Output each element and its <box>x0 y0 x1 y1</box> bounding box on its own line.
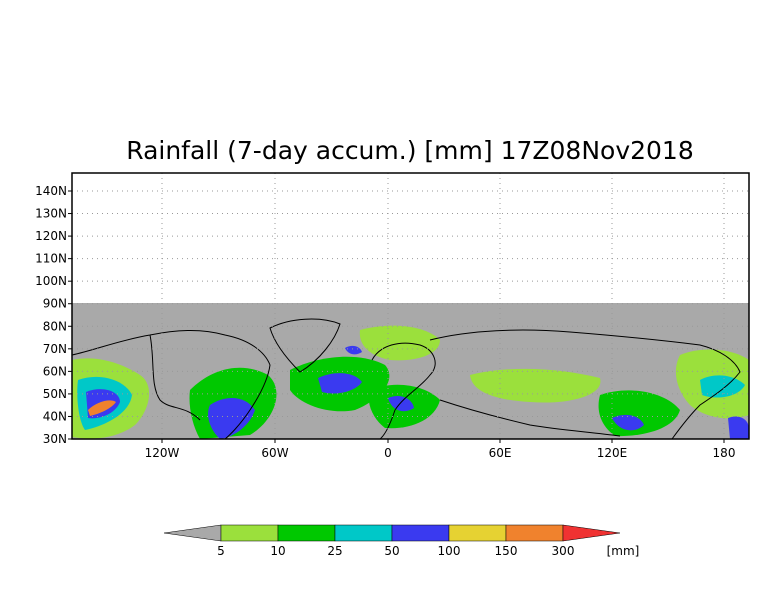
colorbar-high-arrow <box>562 524 621 542</box>
lat-label: 30N <box>43 432 67 446</box>
lat-label: 90N <box>43 297 67 311</box>
colorbar-label: 150 <box>495 544 518 558</box>
coast-north-america <box>71 329 271 440</box>
coast-asia-south <box>439 399 621 437</box>
coast-greenland <box>269 318 341 373</box>
colorbar-segment <box>391 524 450 542</box>
chart-title: Rainfall (7-day accum.) [mm] 17Z08Nov201… <box>126 136 694 165</box>
colorbar-low-arrow <box>163 524 222 542</box>
rain-east-us-heavy <box>208 398 255 439</box>
map-plot <box>71 172 750 440</box>
rain-east-asia-core <box>612 414 644 431</box>
colorbar-label: 300 <box>552 544 575 558</box>
latitude-labels: 140N 130N 120N 110N 100N 90N 80N 70N 60N 50N 40N 30… <box>35 184 72 446</box>
lat-label: 140N <box>35 184 67 198</box>
lat-label: 100N <box>35 274 67 288</box>
colorbar-unit: [mm] <box>607 544 640 558</box>
lon-label: 0 <box>384 446 392 460</box>
lat-label: 60N <box>43 364 67 378</box>
colorbar-segment <box>334 524 393 542</box>
colorbar-label: 5 <box>217 544 225 558</box>
lat-label: 80N <box>43 319 67 333</box>
coastlines <box>71 318 741 440</box>
lon-label: 120E <box>597 446 628 460</box>
lon-label: 60W <box>261 446 288 460</box>
rain-europe-core <box>388 396 414 412</box>
rain-iceland-core <box>345 345 362 355</box>
coast-asia <box>429 329 741 440</box>
rain-nw-pacific-tail <box>728 416 749 439</box>
coast-europe <box>371 342 436 440</box>
colorbar-label: 100 <box>438 544 461 558</box>
lat-label: 40N <box>43 409 67 423</box>
colorbar-label: 25 <box>327 544 342 558</box>
lat-label: 130N <box>35 207 67 221</box>
rain-north-pacific-core <box>700 375 745 398</box>
colorbar-label: 10 <box>270 544 285 558</box>
colorbar-segment <box>277 524 336 542</box>
lat-label: 120N <box>35 229 67 243</box>
colorbar-segment <box>448 524 507 542</box>
longitude-labels: 120W 60W 0 60E 120E 180 <box>145 439 736 460</box>
lon-label: 60E <box>489 446 512 460</box>
rain-pacific-nw-max <box>88 400 116 416</box>
lat-label: 110N <box>35 252 67 266</box>
lat-label: 50N <box>43 387 67 401</box>
lon-label: 120W <box>145 446 180 460</box>
colorbar-segment <box>505 524 564 542</box>
lon-label: 180 <box>713 446 736 460</box>
colorbar-label: 50 <box>384 544 399 558</box>
plot-frame <box>71 172 750 440</box>
colorbar-segment <box>220 524 279 542</box>
lat-label: 70N <box>43 342 67 356</box>
rain-north-atlantic-core <box>318 373 362 394</box>
colorbar: 5 10 25 50 100 150 300 [mm] <box>163 524 640 558</box>
